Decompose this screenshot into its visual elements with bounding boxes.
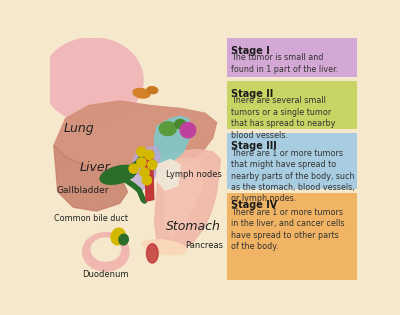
Ellipse shape [175,119,186,129]
Circle shape [137,158,146,167]
Ellipse shape [142,240,187,255]
Polygon shape [54,146,128,211]
Bar [227,133,357,189]
Bar [227,192,357,280]
Text: The tumor is small and
found in 1 part of the liver.: The tumor is small and found in 1 part o… [231,53,338,74]
Bar [227,81,357,129]
Ellipse shape [100,165,136,184]
Text: Stage IV: Stage IV [231,200,278,210]
Ellipse shape [119,234,128,245]
Circle shape [142,176,152,185]
Circle shape [148,160,157,169]
Text: Gallbladder: Gallbladder [56,186,109,195]
Polygon shape [165,158,204,237]
Circle shape [144,150,154,159]
Ellipse shape [133,89,150,98]
Text: Lung: Lung [64,122,94,135]
Ellipse shape [159,122,176,135]
Polygon shape [131,147,160,190]
Text: Lymph nodes: Lymph nodes [166,170,222,179]
Text: There are 1 or more tumors
in the liver, and cancer cells
have spread to other p: There are 1 or more tumors in the liver,… [231,208,345,251]
Ellipse shape [146,244,158,263]
Bar [227,38,357,77]
Circle shape [129,164,138,173]
Text: Stomach: Stomach [166,220,221,233]
Polygon shape [54,101,217,175]
Ellipse shape [111,228,125,245]
Circle shape [137,147,146,156]
Polygon shape [155,116,191,163]
Polygon shape [157,159,180,190]
Ellipse shape [147,87,158,94]
Polygon shape [144,151,154,201]
Polygon shape [155,149,220,252]
Text: Liver: Liver [80,161,110,174]
Text: Stage III: Stage III [231,141,277,151]
Ellipse shape [82,232,129,271]
Circle shape [180,123,196,138]
Ellipse shape [91,238,120,261]
Text: Stage II: Stage II [231,89,274,99]
Text: Pancreas: Pancreas [186,241,224,250]
Text: There are 1 or more tumors
that might have spread to
nearby parts of the body, s: There are 1 or more tumors that might ha… [231,149,355,203]
Ellipse shape [42,38,143,123]
Text: Common bile duct: Common bile duct [54,214,128,223]
Text: Duodenum: Duodenum [82,271,129,279]
Text: Stage I: Stage I [231,45,270,55]
Text: There are several small
tumors or a single tumor
that has spread to nearby
blood: There are several small tumors or a sing… [231,96,336,140]
Circle shape [140,168,149,177]
